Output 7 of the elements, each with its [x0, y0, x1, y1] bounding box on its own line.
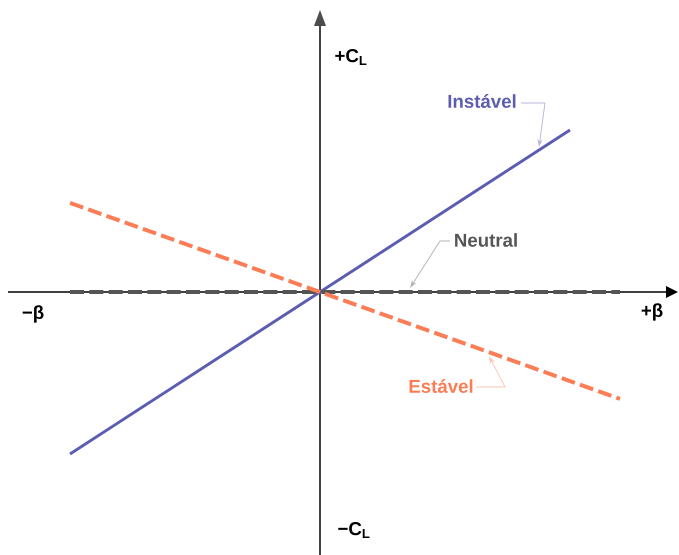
text: −C$_{L}$ [338, 522, 370, 538]
text: Instável [448, 94, 516, 108]
text: Neutral [455, 233, 517, 247]
annotation: −β [22, 305, 44, 323]
series-label: Estável [410, 379, 472, 393]
x-axis-title: +β [642, 303, 663, 321]
y-axis-title: +C$_{L}$ [335, 49, 366, 65]
